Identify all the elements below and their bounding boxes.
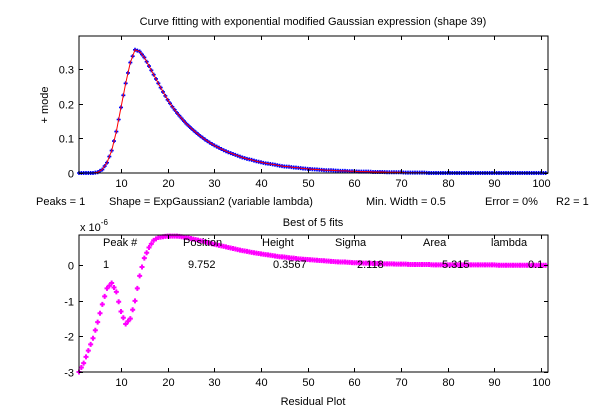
fit-line [79,49,546,174]
y-tick-label: -3 [64,368,74,380]
y-multiplier-base: x 10 [80,222,101,234]
bottom-plot-x-label: Residual Plot [281,396,346,408]
y-tick-label: 0 [68,169,74,181]
residual-point-marker [95,319,101,325]
table-cell-position: 9.752 [188,259,216,271]
status-min-width: Min. Width = 0.5 [366,196,446,208]
residual-point-marker [125,318,131,324]
x-tick-label: 20 [162,377,174,389]
top-plot-marks [77,47,548,175]
x-tick-label: 40 [255,377,267,389]
residual-point-marker [83,354,89,360]
residual-point-marker [148,241,154,247]
status-line: Peaks = 1 Shape = ExpGaussian2 (variable… [36,196,589,208]
bottom-plot-title: Best of 5 fits [283,217,344,229]
residual-point-marker [92,327,98,333]
y-tick-label: -1 [64,297,74,309]
table-cell-area: 5.315 [442,259,470,271]
table-header-peak: Peak # [103,237,138,249]
residual-point-marker [146,244,152,250]
y-tick-label: -2 [64,332,74,344]
residual-point-marker [132,298,138,304]
x-tick-label: 70 [395,377,407,389]
residual-point-marker [106,283,112,289]
status-shape: Shape = ExpGaussian2 (variable lambda) [109,196,313,208]
x-tick-label: 100 [532,178,550,190]
residual-point-marker [102,293,108,299]
x-tick-label: 80 [442,178,454,190]
residual-point-marker [88,341,94,347]
status-r2: R2 = 1 [556,196,589,208]
table-header-height: Height [262,237,294,249]
residual-point-marker [144,250,150,256]
x-tick-label: 90 [488,178,500,190]
residual-point-marker [90,335,96,341]
y-tick-label: 0 [68,261,74,273]
table-header-area: Area [423,237,447,249]
residual-point-marker [116,299,122,305]
top-plot: Curve fitting with exponential modified … [39,16,551,190]
residual-point-marker [104,285,110,291]
status-error: Error = 0% [485,196,538,208]
y-multiplier-label: x 10-6 [80,218,108,234]
residual-point-marker [85,348,91,354]
x-tick-label: 30 [208,377,220,389]
x-tick-label: 60 [348,377,360,389]
top-plot-x-ticks: 10 20 30 40 50 60 70 80 90 100 [115,36,551,190]
x-tick-label: 30 [208,178,220,190]
x-tick-label: 60 [348,178,360,190]
residual-point-marker [120,315,126,321]
y-tick-label: 0.3 [59,65,74,77]
bottom-plot-axes-box [78,234,549,373]
top-plot-y-label: + mode [39,87,51,124]
x-tick-label: 70 [395,178,407,190]
residual-point-marker [97,310,103,316]
top-plot-y-ticks: 0 0.1 0.2 0.3 [59,65,548,181]
table-cell-lambda: 0.1 [528,259,543,271]
residual-point-marker [99,301,105,307]
residual-point-marker [123,321,129,327]
residual-point-marker [111,284,117,290]
table-cell-peak: 1 [103,259,109,271]
residual-point-marker [127,316,133,322]
x-tick-label: 50 [302,178,314,190]
residual-point-marker [134,285,140,291]
x-tick-label: 50 [302,377,314,389]
bottom-plot: Best of 5 fits x 10-6 10 20 30 40 50 60 70 80 90… [64,217,550,408]
table-header-sigma: Sigma [335,237,367,249]
x-tick-label: 80 [442,377,454,389]
residual-point-marker [78,365,84,371]
residual-point-marker [81,360,87,366]
x-tick-label: 20 [162,178,174,190]
y-tick-label: 0.2 [59,100,74,112]
bottom-plot-marks [76,233,549,375]
top-plot-title: Curve fitting with exponential modified … [140,16,487,28]
x-tick-label: 90 [488,377,500,389]
x-tick-label: 10 [115,377,127,389]
bottom-plot-y-ticks: -3 -2 -1 0 [64,261,548,380]
residual-point-marker [113,289,119,295]
status-peaks: Peaks = 1 [36,196,85,208]
table-cell-height: 0.3567 [273,259,307,271]
residual-point-marker [109,280,115,286]
residual-point-marker [141,255,147,261]
bottom-plot-x-ticks: 10 20 30 40 50 60 70 80 90 100 [115,235,551,389]
x-tick-label: 100 [532,377,550,389]
y-multiplier-exponent: -6 [101,218,109,227]
table-header-lambda: lambda [491,237,528,249]
y-tick-label: 0.1 [59,134,74,146]
x-tick-label: 10 [115,178,127,190]
table-cell-sigma: 2.118 [357,259,384,271]
x-tick-label: 40 [255,178,267,190]
residual-point-marker [139,264,145,270]
fit-results-table: Peak # Position Height Sigma Area lambda… [103,237,543,271]
residual-point-marker [130,307,136,313]
residual-point-marker [137,273,143,279]
table-header-position: Position [183,237,222,249]
residual-point-marker [118,309,124,315]
top-plot-axes-box [78,35,549,174]
